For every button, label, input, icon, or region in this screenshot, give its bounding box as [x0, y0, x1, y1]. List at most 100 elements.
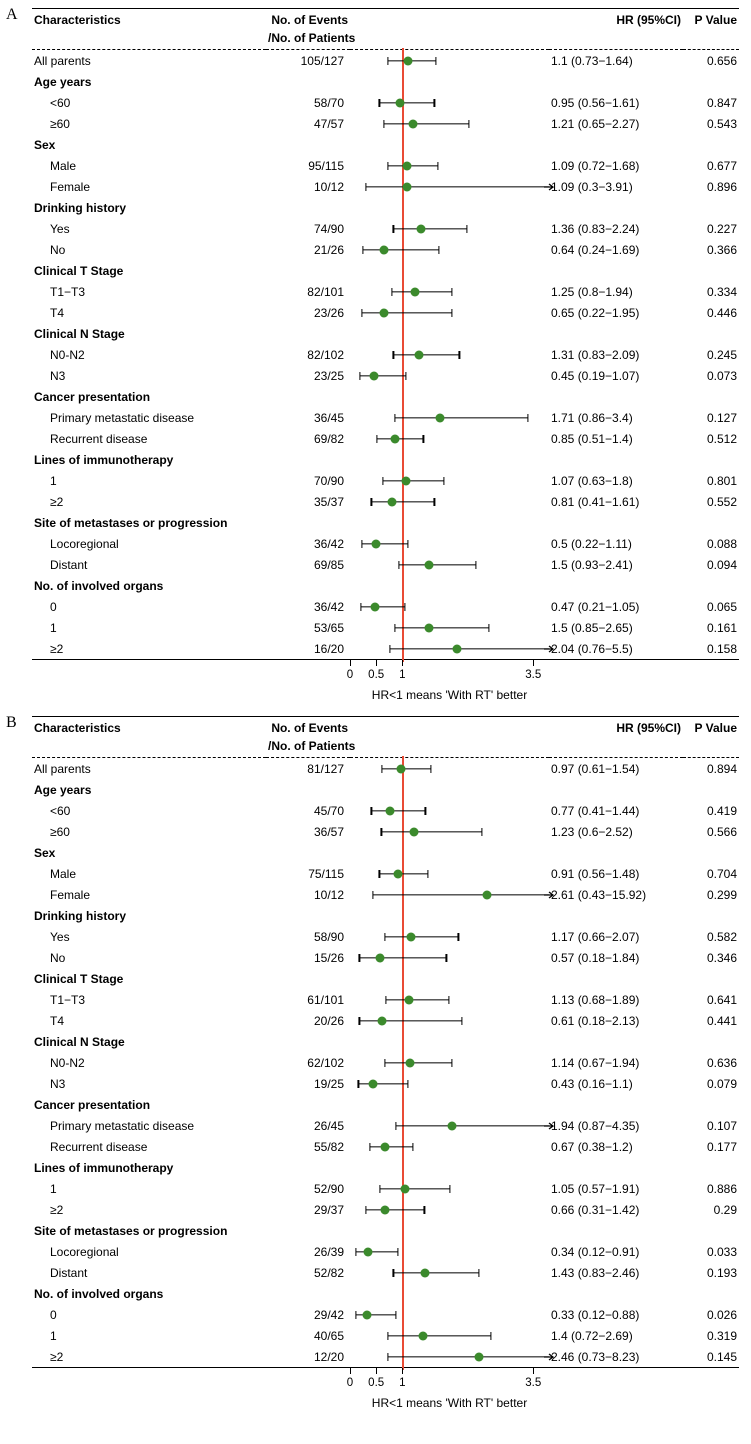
hdr-char: Characteristics: [32, 9, 266, 30]
axis-label: 3.5: [525, 666, 541, 684]
ci-line: [373, 894, 549, 895]
ci-lo-tick: [394, 414, 395, 422]
row-nev: [266, 1220, 350, 1241]
row-label: Clinical N Stage: [32, 323, 266, 344]
row-hr: [549, 1031, 683, 1052]
row-hr: 1.23 (0.6−2.52): [549, 821, 683, 842]
ci-line: [358, 1083, 407, 1084]
ci-hi-tick: [448, 996, 449, 1004]
ci-hi-tick: [451, 1059, 452, 1067]
row-hr: 1.25 (0.8−1.94): [549, 281, 683, 302]
ci-line: [379, 873, 427, 874]
ci-lo-tick: [359, 1017, 360, 1025]
ci-lo-tick: [359, 372, 360, 380]
hr-dot: [419, 1331, 428, 1340]
row-nev: 58/90: [266, 926, 350, 947]
ci-line: [393, 354, 459, 355]
ci-hi-tick: [490, 1332, 491, 1340]
row-pv: [683, 575, 739, 596]
row-hr: [549, 260, 683, 281]
ci-line: [362, 312, 453, 313]
ci-line: [360, 375, 406, 376]
hr-dot: [372, 539, 381, 548]
ci-hi-tick: [459, 351, 460, 359]
ci-hi-tick: [461, 1017, 462, 1025]
row-hr: 1.94 (0.87−4.35): [549, 1115, 683, 1136]
row-label: 0: [32, 596, 266, 617]
row-pv: 0.065: [683, 596, 739, 617]
ci-line: [392, 291, 452, 292]
row-hr: [549, 71, 683, 92]
hr-dot: [363, 1247, 372, 1256]
ci-hi-tick: [434, 99, 435, 107]
row-hr: 1.09 (0.3−3.91): [549, 176, 683, 197]
row-pv: 0.641: [683, 989, 739, 1010]
row-hr: 0.33 (0.12−0.88): [549, 1304, 683, 1325]
row-label: Locoregional: [32, 533, 266, 554]
row-nev: 105/127: [266, 50, 350, 72]
ci-hi-tick: [423, 435, 424, 443]
row-hr: [549, 134, 683, 155]
hdr-nev1: No. of Events: [266, 9, 350, 30]
ci-lo-tick: [361, 309, 362, 317]
ci-lo-tick: [388, 57, 389, 65]
row-nev: 10/12: [266, 884, 350, 905]
ci-hi-tick: [467, 225, 468, 233]
row-pv: 0.446: [683, 302, 739, 323]
row-nev: 95/115: [266, 155, 350, 176]
row-hr: [549, 512, 683, 533]
row-hr: 1.07 (0.63−1.8): [549, 470, 683, 491]
row-label: Cancer presentation: [32, 386, 266, 407]
row-pv: [683, 512, 739, 533]
ci-hi-tick: [435, 57, 436, 65]
row-nev: [266, 71, 350, 92]
row-pv: 0.334: [683, 281, 739, 302]
hr-dot: [447, 1121, 456, 1130]
ci-lo-tick: [389, 645, 390, 653]
ci-lo-tick: [387, 162, 388, 170]
hr-dot: [375, 953, 384, 962]
row-nev: 29/42: [266, 1304, 350, 1325]
row-pv: 0.079: [683, 1073, 739, 1094]
row-nev: [266, 779, 350, 800]
row-label: Female: [32, 884, 266, 905]
row-nev: 15/26: [266, 947, 350, 968]
ci-hi-tick: [481, 828, 482, 836]
ci-hi-tick: [404, 603, 405, 611]
row-pv: 0.299: [683, 884, 739, 905]
row-label: Distant: [32, 1262, 266, 1283]
ci-lo-tick: [366, 1206, 367, 1214]
ci-line: [388, 1335, 491, 1336]
row-label: Clinical T Stage: [32, 968, 266, 989]
ci-hi-tick: [425, 807, 426, 815]
row-pv: 0.552: [683, 491, 739, 512]
row-hr: 0.47 (0.21−1.05): [549, 596, 683, 617]
ci-hi-tick: [438, 246, 439, 254]
row-label: Age years: [32, 71, 266, 92]
row-nev: 61/101: [266, 989, 350, 1010]
row-hr: 0.43 (0.16−1.1): [549, 1073, 683, 1094]
ci-lo-tick: [379, 99, 380, 107]
row-hr: 1.5 (0.85−2.65): [549, 617, 683, 638]
ci-lo-tick: [391, 288, 392, 296]
axis-label: 0.5: [368, 1374, 384, 1392]
row-hr: [549, 1157, 683, 1178]
row-hr: 0.77 (0.41−1.44): [549, 800, 683, 821]
row-nev: 19/25: [266, 1073, 350, 1094]
row-label: No: [32, 239, 266, 260]
ci-lo-tick: [365, 183, 366, 191]
hr-dot: [410, 827, 419, 836]
hr-dot: [400, 1184, 409, 1193]
row-label: Yes: [32, 926, 266, 947]
row-pv: 0.894: [683, 758, 739, 780]
row-hr: 0.85 (0.51−1.4): [549, 428, 683, 449]
axis-caption: HR<1 means 'With RT' better: [350, 1394, 549, 1412]
row-nev: 81/127: [266, 758, 350, 780]
ci-hi-tick: [449, 1185, 450, 1193]
ci-lo-tick: [384, 1059, 385, 1067]
row-pv: 0.896: [683, 176, 739, 197]
row-hr: 2.61 (0.43−15.92): [549, 884, 683, 905]
row-pv: 0.801: [683, 470, 739, 491]
hr-dot: [420, 1268, 429, 1277]
ci-line: [361, 606, 405, 607]
